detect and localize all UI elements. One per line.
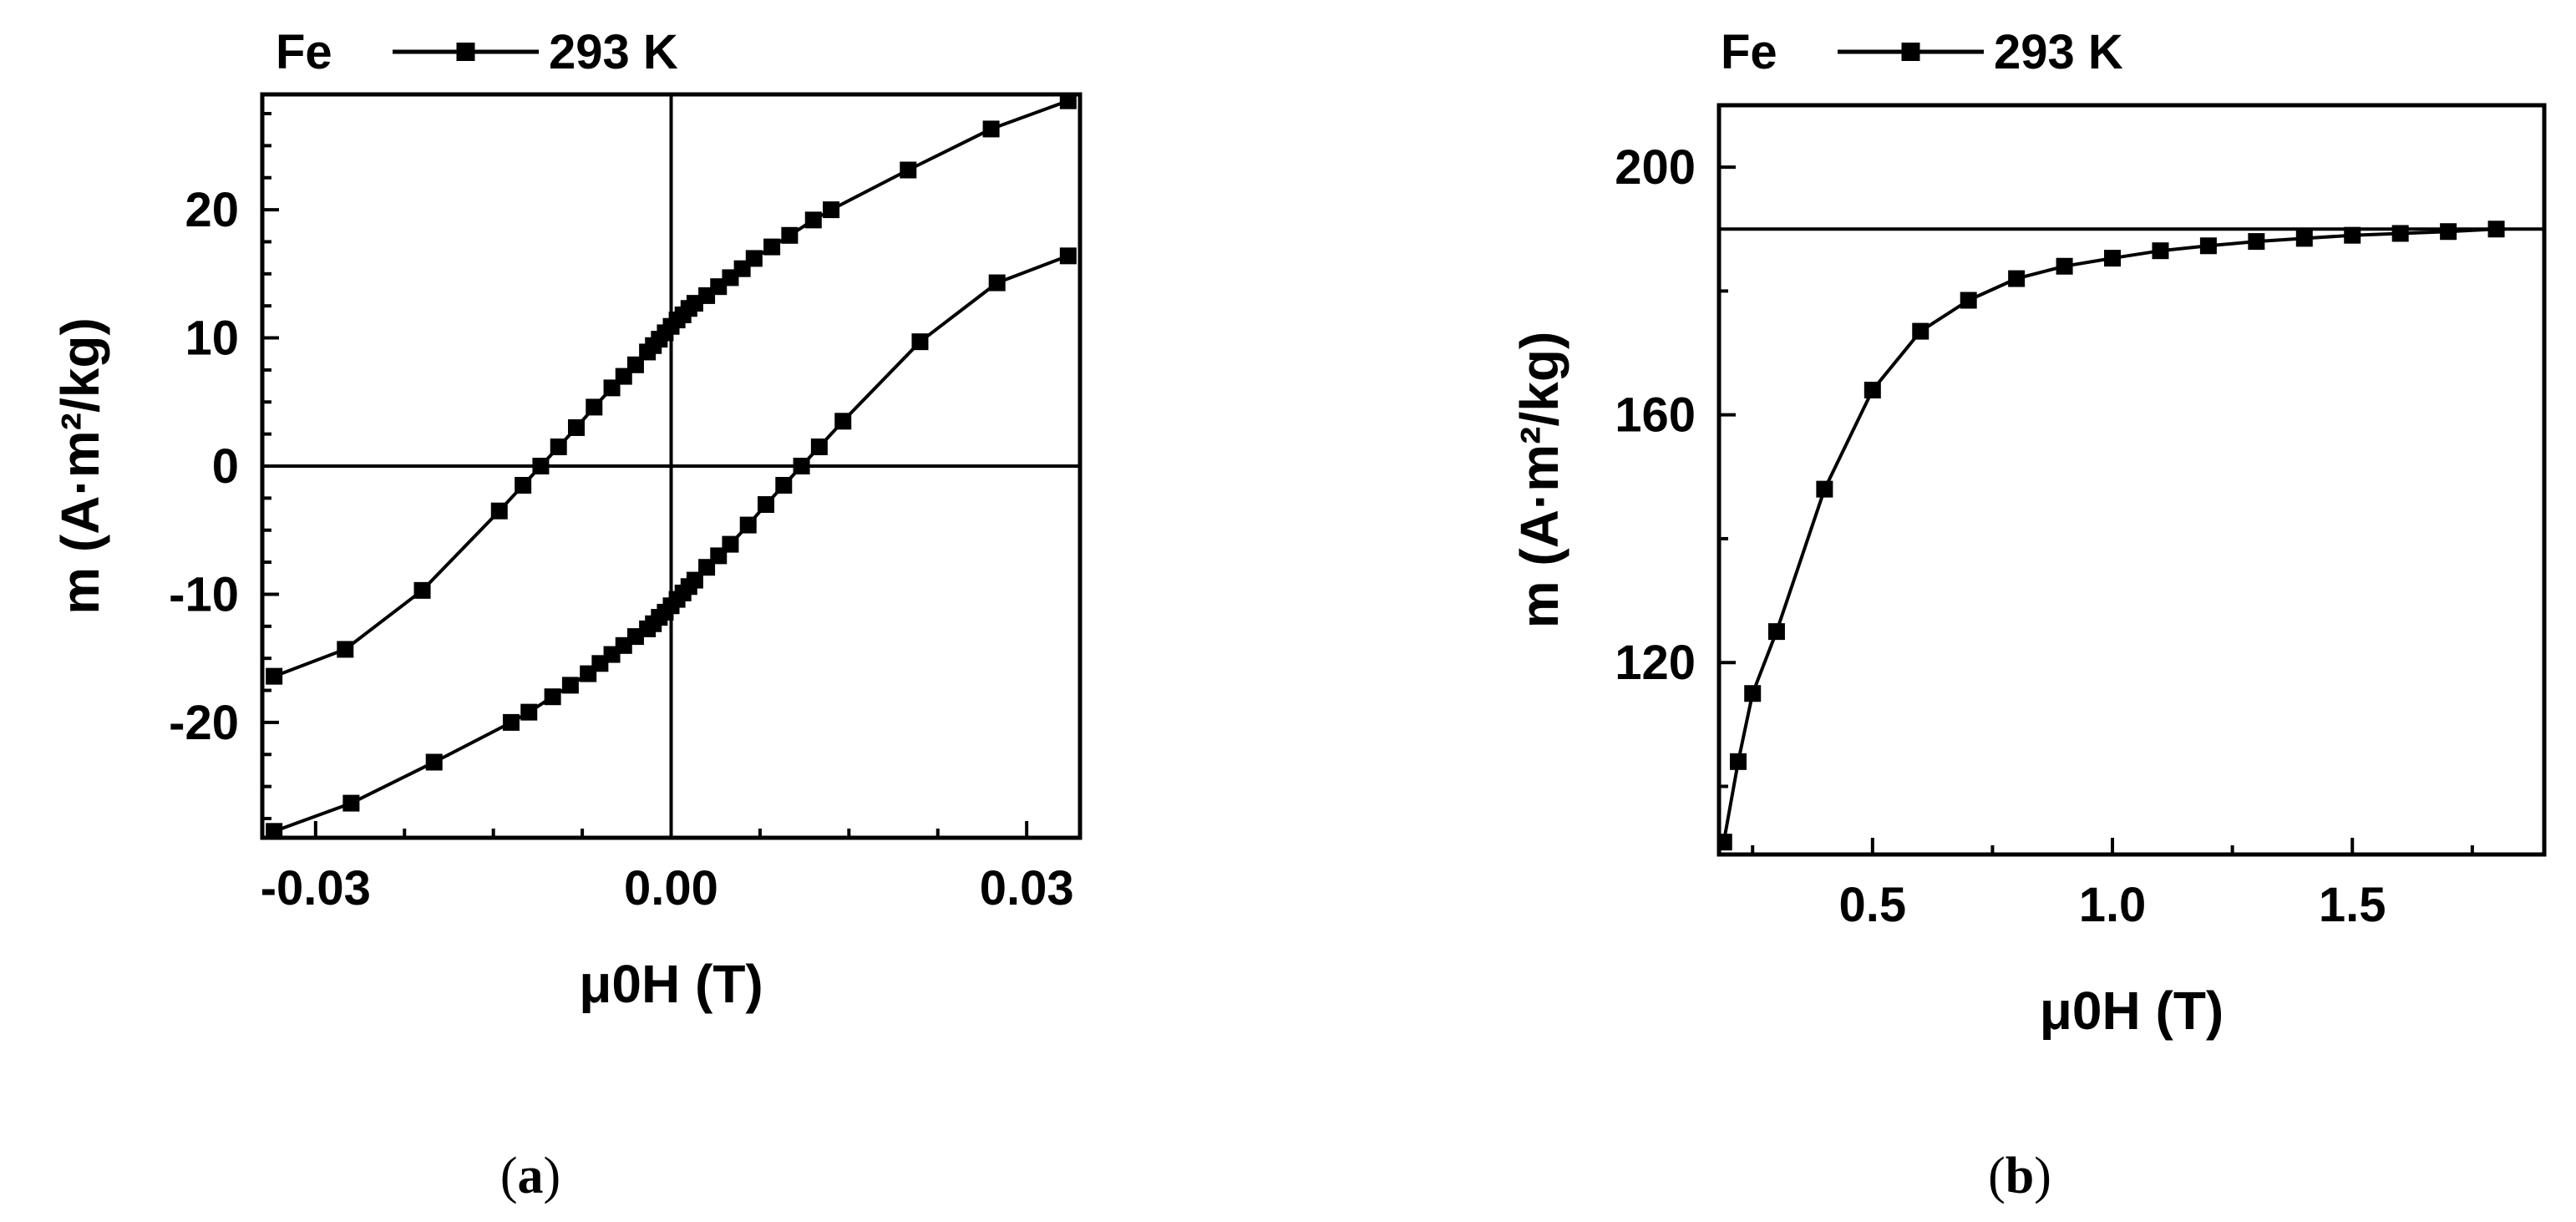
data-point-marker — [2008, 270, 2026, 287]
data-point-marker — [739, 516, 757, 534]
panel-label-letter: a — [518, 1148, 544, 1204]
data-point-marker — [2104, 250, 2122, 267]
y-tick-label: 10 — [185, 312, 239, 366]
plot-area — [266, 94, 1077, 838]
data-point-marker — [1729, 753, 1747, 770]
data-point-marker — [266, 823, 283, 838]
data-point-marker — [2199, 237, 2217, 255]
data-point-marker — [425, 753, 443, 771]
data-point-marker — [1816, 480, 1833, 498]
data-point-marker — [342, 794, 360, 812]
data-point-marker — [2487, 221, 2505, 238]
data-point-marker — [550, 438, 567, 455]
data-point-marker — [2391, 225, 2409, 242]
data-point-marker — [413, 581, 431, 599]
data-point-marker — [2248, 233, 2265, 251]
data-point-marker — [603, 379, 621, 397]
panel-b-chart: 0.5 1.0 1.5 120 160 200 Fe 293 K μ0H (T) m (A·m²/… — [1509, 25, 2547, 1204]
y-axis-title: m (A·m²/kg) — [1509, 332, 1569, 629]
x-tick-label: 1.5 — [2319, 878, 2386, 932]
plot-area — [1719, 221, 2505, 851]
panel-label-open: ( — [1988, 1148, 2006, 1204]
panel-label-close: ) — [544, 1148, 561, 1204]
data-point-marker — [1912, 322, 1929, 340]
data-point-marker — [561, 677, 579, 694]
data-point-marker — [763, 238, 781, 256]
y-tick-label: 20 — [185, 183, 239, 237]
data-point-marker — [544, 688, 561, 706]
data-point-marker — [520, 703, 538, 721]
data-point-marker — [834, 413, 852, 430]
x-tick-label: -0.03 — [261, 861, 371, 915]
x-axis-title: μ0H (T) — [2040, 981, 2224, 1041]
plot-frame — [1716, 103, 2547, 857]
data-point-marker — [686, 571, 703, 589]
data-point-marker — [900, 161, 917, 179]
y-tick-label: 0 — [212, 439, 239, 494]
data-point-marker — [639, 343, 657, 361]
x-tick-label: 0.03 — [980, 861, 1074, 915]
y-tick-label: -20 — [169, 696, 239, 750]
data-point-marker — [810, 438, 828, 455]
data-point-marker — [758, 496, 775, 514]
y-tick-label: 200 — [1615, 140, 1696, 195]
data-point-marker — [502, 713, 520, 731]
legend-marker-swatch — [1901, 43, 1920, 61]
panel-label: (a) — [500, 1148, 560, 1204]
data-point-marker — [804, 211, 822, 229]
data-point-marker — [2295, 230, 2313, 247]
data-point-marker — [567, 418, 585, 436]
x-tick-label: 0.00 — [624, 861, 718, 915]
data-point-marker — [1960, 292, 1977, 309]
data-point-marker — [490, 502, 508, 520]
y-axis-title: m (A·m²/kg) — [50, 317, 110, 615]
data-point-marker — [337, 641, 354, 658]
data-point-marker — [911, 333, 929, 351]
legend: Fe 293 K — [276, 25, 678, 79]
data-point-marker — [988, 274, 1006, 292]
data-point-marker — [781, 226, 799, 244]
data-point-marker — [982, 120, 1000, 138]
data-point-marker — [775, 477, 793, 494]
y-tick-label: -10 — [169, 567, 239, 621]
panel-label-letter: b — [2006, 1148, 2034, 1204]
data-point-marker — [2440, 223, 2457, 241]
data-point-marker — [1059, 94, 1077, 109]
data-point-marker — [793, 458, 810, 474]
data-point-marker — [2152, 242, 2169, 260]
data-point-marker — [1744, 685, 1762, 702]
data-point-marker — [532, 458, 550, 474]
panel-label-open: ( — [500, 1148, 518, 1204]
data-point-marker — [823, 201, 840, 219]
panel-label-close: ) — [2034, 1148, 2051, 1204]
data-point-marker — [2344, 226, 2361, 244]
y-tick-label: 160 — [1615, 388, 1696, 443]
legend-material-label: Fe — [276, 25, 332, 79]
data-point-marker — [266, 667, 283, 685]
panel-a-chart: -0.03 0.00 0.03 -20 -10 0 10 20 Fe 293 K μ0H (T) m … — [50, 25, 1083, 1204]
data-point-marker — [1767, 623, 1785, 641]
legend: Fe 293 K — [1721, 25, 2123, 79]
legend-marker-swatch — [456, 43, 475, 61]
data-point-marker — [2056, 257, 2073, 275]
y-tick-label: 120 — [1615, 636, 1696, 690]
data-point-marker — [1864, 382, 1881, 399]
x-tick-label: 0.5 — [1838, 878, 1906, 932]
legend-series-label: 293 K — [549, 25, 678, 79]
data-point-marker — [515, 477, 532, 494]
series-line-1 — [1722, 227, 2497, 843]
data-point-marker — [722, 535, 739, 553]
panel-label: (b) — [1988, 1148, 2051, 1204]
x-tick-label: 1.0 — [2079, 878, 2147, 932]
legend-series-label: 293 K — [1994, 25, 2123, 79]
data-point-marker — [586, 398, 603, 416]
x-axis-title: μ0H (T) — [579, 954, 763, 1014]
legend-material-label: Fe — [1721, 25, 1777, 79]
data-point-marker — [1059, 247, 1077, 265]
data-point-marker — [1719, 834, 1732, 851]
